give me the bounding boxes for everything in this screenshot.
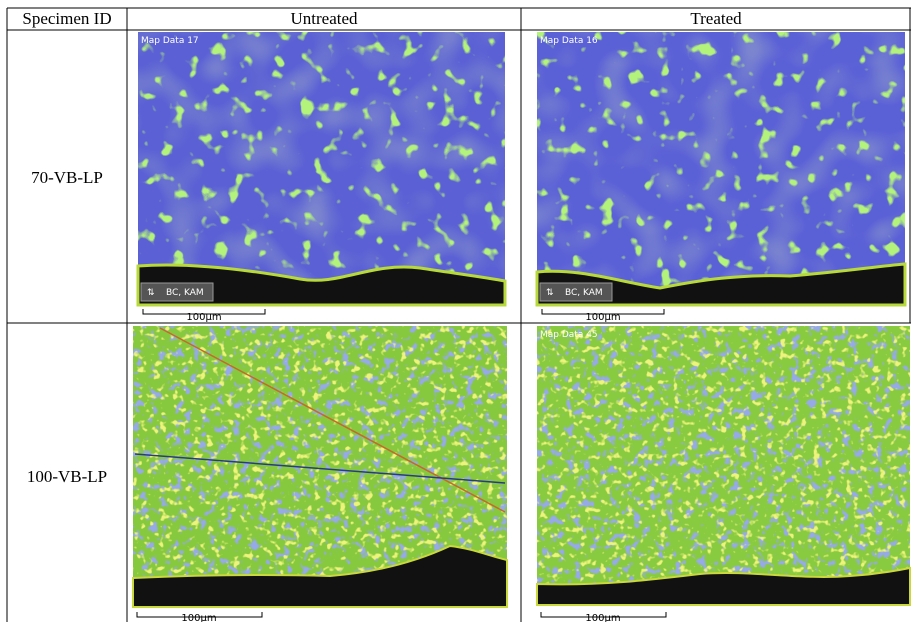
header-cell: Specimen ID bbox=[22, 9, 111, 28]
map-label: Map Data 45 bbox=[540, 330, 598, 340]
scale-label: 100µm bbox=[585, 312, 620, 323]
svg-text:⇅: ⇅ bbox=[147, 288, 155, 298]
specimen-id: 100-VB-LP bbox=[27, 467, 107, 486]
svg-text:⇅: ⇅ bbox=[546, 288, 554, 298]
specimen-id: 70-VB-LP bbox=[31, 168, 103, 187]
map-label: Map Data 17 bbox=[141, 36, 199, 46]
scale-label: 100µm bbox=[585, 613, 620, 622]
header-cell: Treated bbox=[690, 9, 742, 28]
ebsd-map: ⇅ bbox=[537, 32, 905, 305]
layer-label: BC, KAM bbox=[166, 288, 204, 298]
ebsd-map bbox=[537, 326, 910, 605]
ebsd-map: ⇅ bbox=[138, 32, 505, 305]
layer-label: BC, KAM bbox=[565, 288, 603, 298]
ebsd-map bbox=[133, 326, 507, 607]
scale-label: 100µm bbox=[181, 613, 216, 622]
scale-label: 100µm bbox=[186, 312, 221, 323]
figure-table: Specimen ID Untreated Treated 70-VB-LP 1… bbox=[0, 0, 911, 622]
map-label: Map Data 16 bbox=[540, 36, 598, 46]
header-cell: Untreated bbox=[290, 9, 358, 28]
